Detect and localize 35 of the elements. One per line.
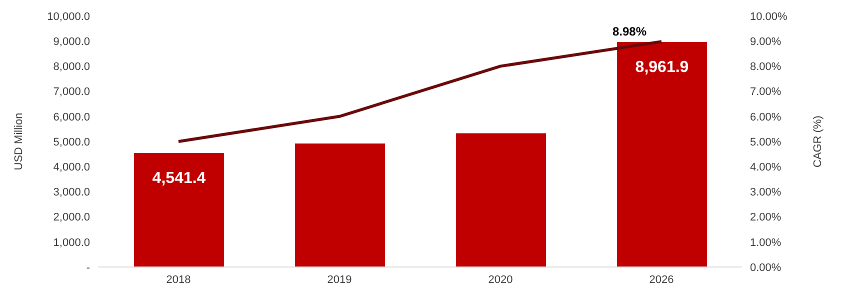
- bar: [295, 144, 385, 267]
- bar: [617, 42, 707, 267]
- y-tick-label: 5,000.0: [53, 136, 90, 148]
- y2-tick-label: 1.00%: [750, 236, 782, 249]
- y-tick-label: 1,000.0: [53, 236, 90, 249]
- y-tick-label: 6,000.0: [53, 111, 90, 124]
- y2-tick-label: 3.00%: [750, 186, 782, 199]
- y2-tick-label: 9.00%: [750, 36, 782, 48]
- y-tick-label: -: [86, 262, 90, 274]
- data-label: 4,541.4: [152, 170, 206, 188]
- y-tick-label: 7,000.0: [53, 86, 90, 98]
- y2-axis-title: CAGR (%): [812, 116, 824, 168]
- x-tick-label: 2018: [166, 274, 191, 286]
- x-tick-label: 2026: [649, 274, 674, 286]
- x-tick-label: 2019: [327, 274, 352, 286]
- x-tick-label: 2020: [488, 274, 513, 286]
- y-tick-label: 10,000.0: [47, 10, 90, 23]
- y2-tick-label: 2.00%: [750, 212, 782, 224]
- bar: [134, 153, 224, 267]
- y2-tick-label: 5.00%: [750, 136, 782, 148]
- y-tick-label: 9,000.0: [53, 36, 90, 48]
- y-tick-label: 8,000.0: [53, 61, 90, 74]
- y2-tick-label: 4.00%: [750, 162, 782, 174]
- data-label: 8,961.9: [635, 59, 689, 76]
- y-tick-label: 4,000.0: [53, 162, 90, 174]
- y2-tick-label: 10.00%: [750, 10, 788, 23]
- y-tick-label: 3,000.0: [53, 186, 90, 199]
- y2-tick-label: 8.00%: [750, 61, 782, 74]
- data-label: 8.98%: [612, 24, 647, 39]
- bar: [456, 133, 546, 267]
- y2-tick-label: 6.00%: [750, 111, 782, 124]
- y2-tick-label: 0.00%: [750, 262, 782, 274]
- y2-tick-label: 7.00%: [750, 86, 782, 98]
- y-axis-title: USD Million: [12, 112, 25, 170]
- y-tick-label: 2,000.0: [53, 212, 90, 224]
